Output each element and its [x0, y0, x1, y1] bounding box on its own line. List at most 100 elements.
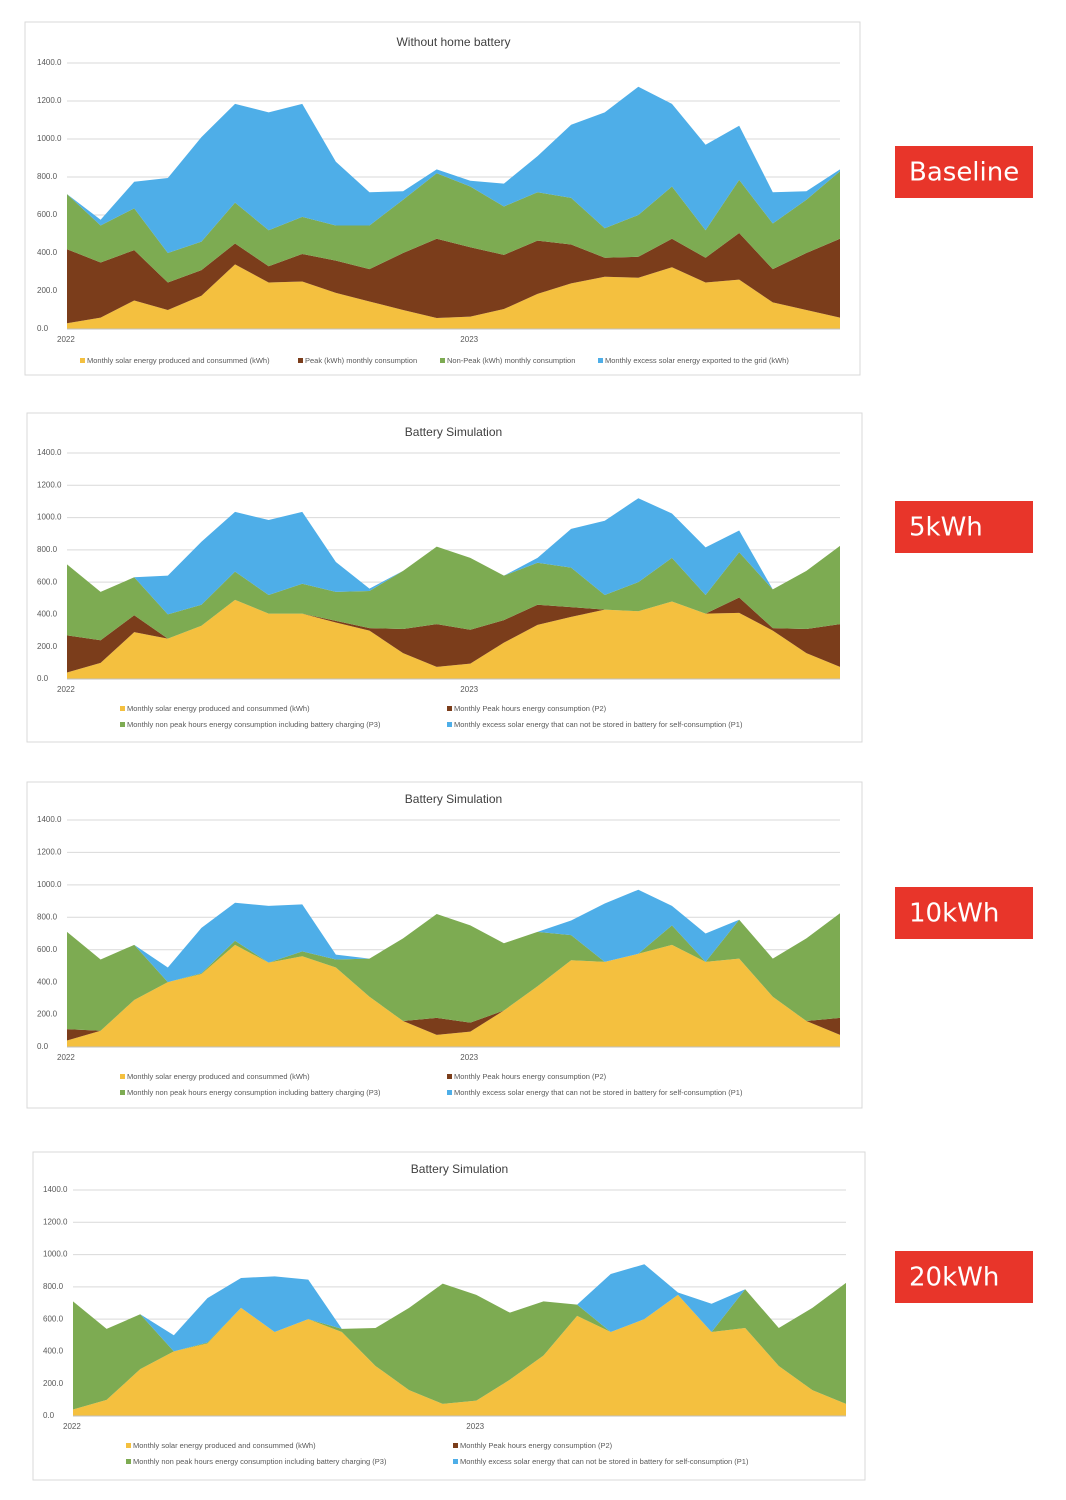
badge-label: 5kWh [909, 513, 983, 543]
legend-swatch [598, 358, 603, 363]
y-tick-label: 400.0 [37, 977, 58, 986]
badge-box [895, 1251, 1033, 1303]
badge-label: 20kWh [909, 1263, 999, 1293]
x-tick-label: 2023 [460, 685, 478, 694]
legend-label: Monthly excess solar energy that can not… [454, 720, 743, 729]
area [67, 913, 840, 1031]
y-tick-label: 1400.0 [43, 1185, 68, 1194]
area [73, 1264, 846, 1352]
y-tick-label: 0.0 [43, 1411, 55, 1420]
legend-swatch [126, 1443, 131, 1448]
y-tick-label: 200.0 [37, 286, 58, 295]
legend-swatch [120, 722, 125, 727]
x-tick-label: 2022 [57, 685, 75, 694]
badge-box [895, 146, 1033, 198]
legend-label: Monthly non peak hours energy consumptio… [127, 1088, 381, 1097]
legend-swatch [447, 1074, 452, 1079]
y-tick-label: 1400.0 [37, 448, 62, 457]
badge-box [895, 887, 1033, 939]
legend-label: Monthly excess solar energy exported to … [605, 356, 789, 365]
y-tick-label: 0.0 [37, 1042, 49, 1051]
legend-label: Monthly solar energy produced and consum… [133, 1441, 316, 1450]
area [67, 944, 840, 1041]
y-tick-label: 0.0 [37, 324, 49, 333]
legend-label: Monthly solar energy produced and consum… [87, 356, 270, 365]
y-tick-label: 1000.0 [37, 880, 62, 889]
y-tick-label: 200.0 [37, 1010, 58, 1019]
area [67, 498, 840, 615]
area [67, 889, 840, 983]
legend-swatch [447, 706, 452, 711]
y-tick-label: 800.0 [43, 1282, 64, 1291]
legend-label: Monthly Peak hours energy consumption (P… [454, 704, 607, 713]
legend-label: Monthly non peak hours energy consumptio… [127, 720, 381, 729]
x-tick-label: 2022 [57, 1053, 75, 1062]
y-tick-label: 800.0 [37, 172, 58, 181]
chart-title: Battery Simulation [411, 1162, 508, 1176]
chart-title: Battery Simulation [405, 425, 502, 439]
area [67, 264, 840, 329]
area [73, 1294, 846, 1416]
legend-label: Monthly Peak hours energy consumption (P… [454, 1072, 607, 1081]
y-tick-label: 1000.0 [43, 1250, 68, 1259]
y-tick-label: 1000.0 [37, 513, 62, 522]
y-tick-label: 1200.0 [37, 848, 62, 857]
y-tick-label: 400.0 [37, 610, 58, 619]
y-tick-label: 600.0 [37, 945, 58, 954]
y-tick-label: 0.0 [37, 674, 49, 683]
area [73, 1282, 846, 1410]
badge-box [895, 501, 1033, 553]
y-tick-label: 1200.0 [43, 1217, 68, 1226]
y-tick-label: 600.0 [43, 1314, 64, 1323]
legend-swatch [120, 706, 125, 711]
legend-label: Monthly excess solar energy that can not… [454, 1088, 743, 1097]
y-tick-label: 800.0 [37, 545, 58, 554]
y-tick-label: 600.0 [37, 577, 58, 586]
y-tick-label: 1400.0 [37, 58, 62, 67]
y-tick-label: 400.0 [37, 248, 58, 257]
area [67, 944, 840, 1047]
area [67, 233, 840, 324]
x-tick-label: 2022 [63, 1422, 81, 1431]
legend-swatch [120, 1090, 125, 1095]
legend-swatch [298, 358, 303, 363]
legend-swatch [440, 358, 445, 363]
area [67, 545, 840, 641]
y-tick-label: 1400.0 [37, 815, 62, 824]
x-tick-label: 2023 [460, 335, 478, 344]
x-tick-label: 2023 [460, 1053, 478, 1062]
badge-label: Baseline [909, 158, 1019, 188]
chart-title: Battery Simulation [405, 792, 502, 806]
legend-swatch [453, 1443, 458, 1448]
legend-label: Monthly solar energy produced and consum… [127, 704, 310, 713]
y-tick-label: 200.0 [37, 642, 58, 651]
legend-swatch [80, 358, 85, 363]
badge-label: 10kWh [909, 899, 999, 929]
y-tick-label: 1000.0 [37, 134, 62, 143]
y-tick-label: 200.0 [43, 1379, 64, 1388]
legend-label: Peak (kWh) monthly consumption [305, 356, 417, 365]
y-tick-label: 1200.0 [37, 96, 62, 105]
legend-label: Monthly solar energy produced and consum… [127, 1072, 310, 1081]
area [67, 171, 840, 283]
legend-label: Non-Peak (kWh) monthly consumption [447, 356, 575, 365]
y-tick-label: 600.0 [37, 210, 58, 219]
legend-label: Monthly excess solar energy that can not… [460, 1457, 749, 1466]
legend-swatch [453, 1459, 458, 1464]
legend-swatch [126, 1459, 131, 1464]
y-tick-label: 1200.0 [37, 480, 62, 489]
chart-title: Without home battery [396, 35, 510, 49]
area [67, 86, 840, 253]
legend-swatch [447, 722, 452, 727]
x-tick-label: 2023 [466, 1422, 484, 1431]
legend-label: Monthly non peak hours energy consumptio… [133, 1457, 387, 1466]
x-tick-label: 2022 [57, 335, 75, 344]
area [67, 599, 840, 679]
legend-swatch [120, 1074, 125, 1079]
legend-swatch [447, 1090, 452, 1095]
y-tick-label: 800.0 [37, 912, 58, 921]
legend-label: Monthly Peak hours energy consumption (P… [460, 1441, 613, 1450]
area [67, 597, 840, 673]
y-tick-label: 400.0 [43, 1347, 64, 1356]
